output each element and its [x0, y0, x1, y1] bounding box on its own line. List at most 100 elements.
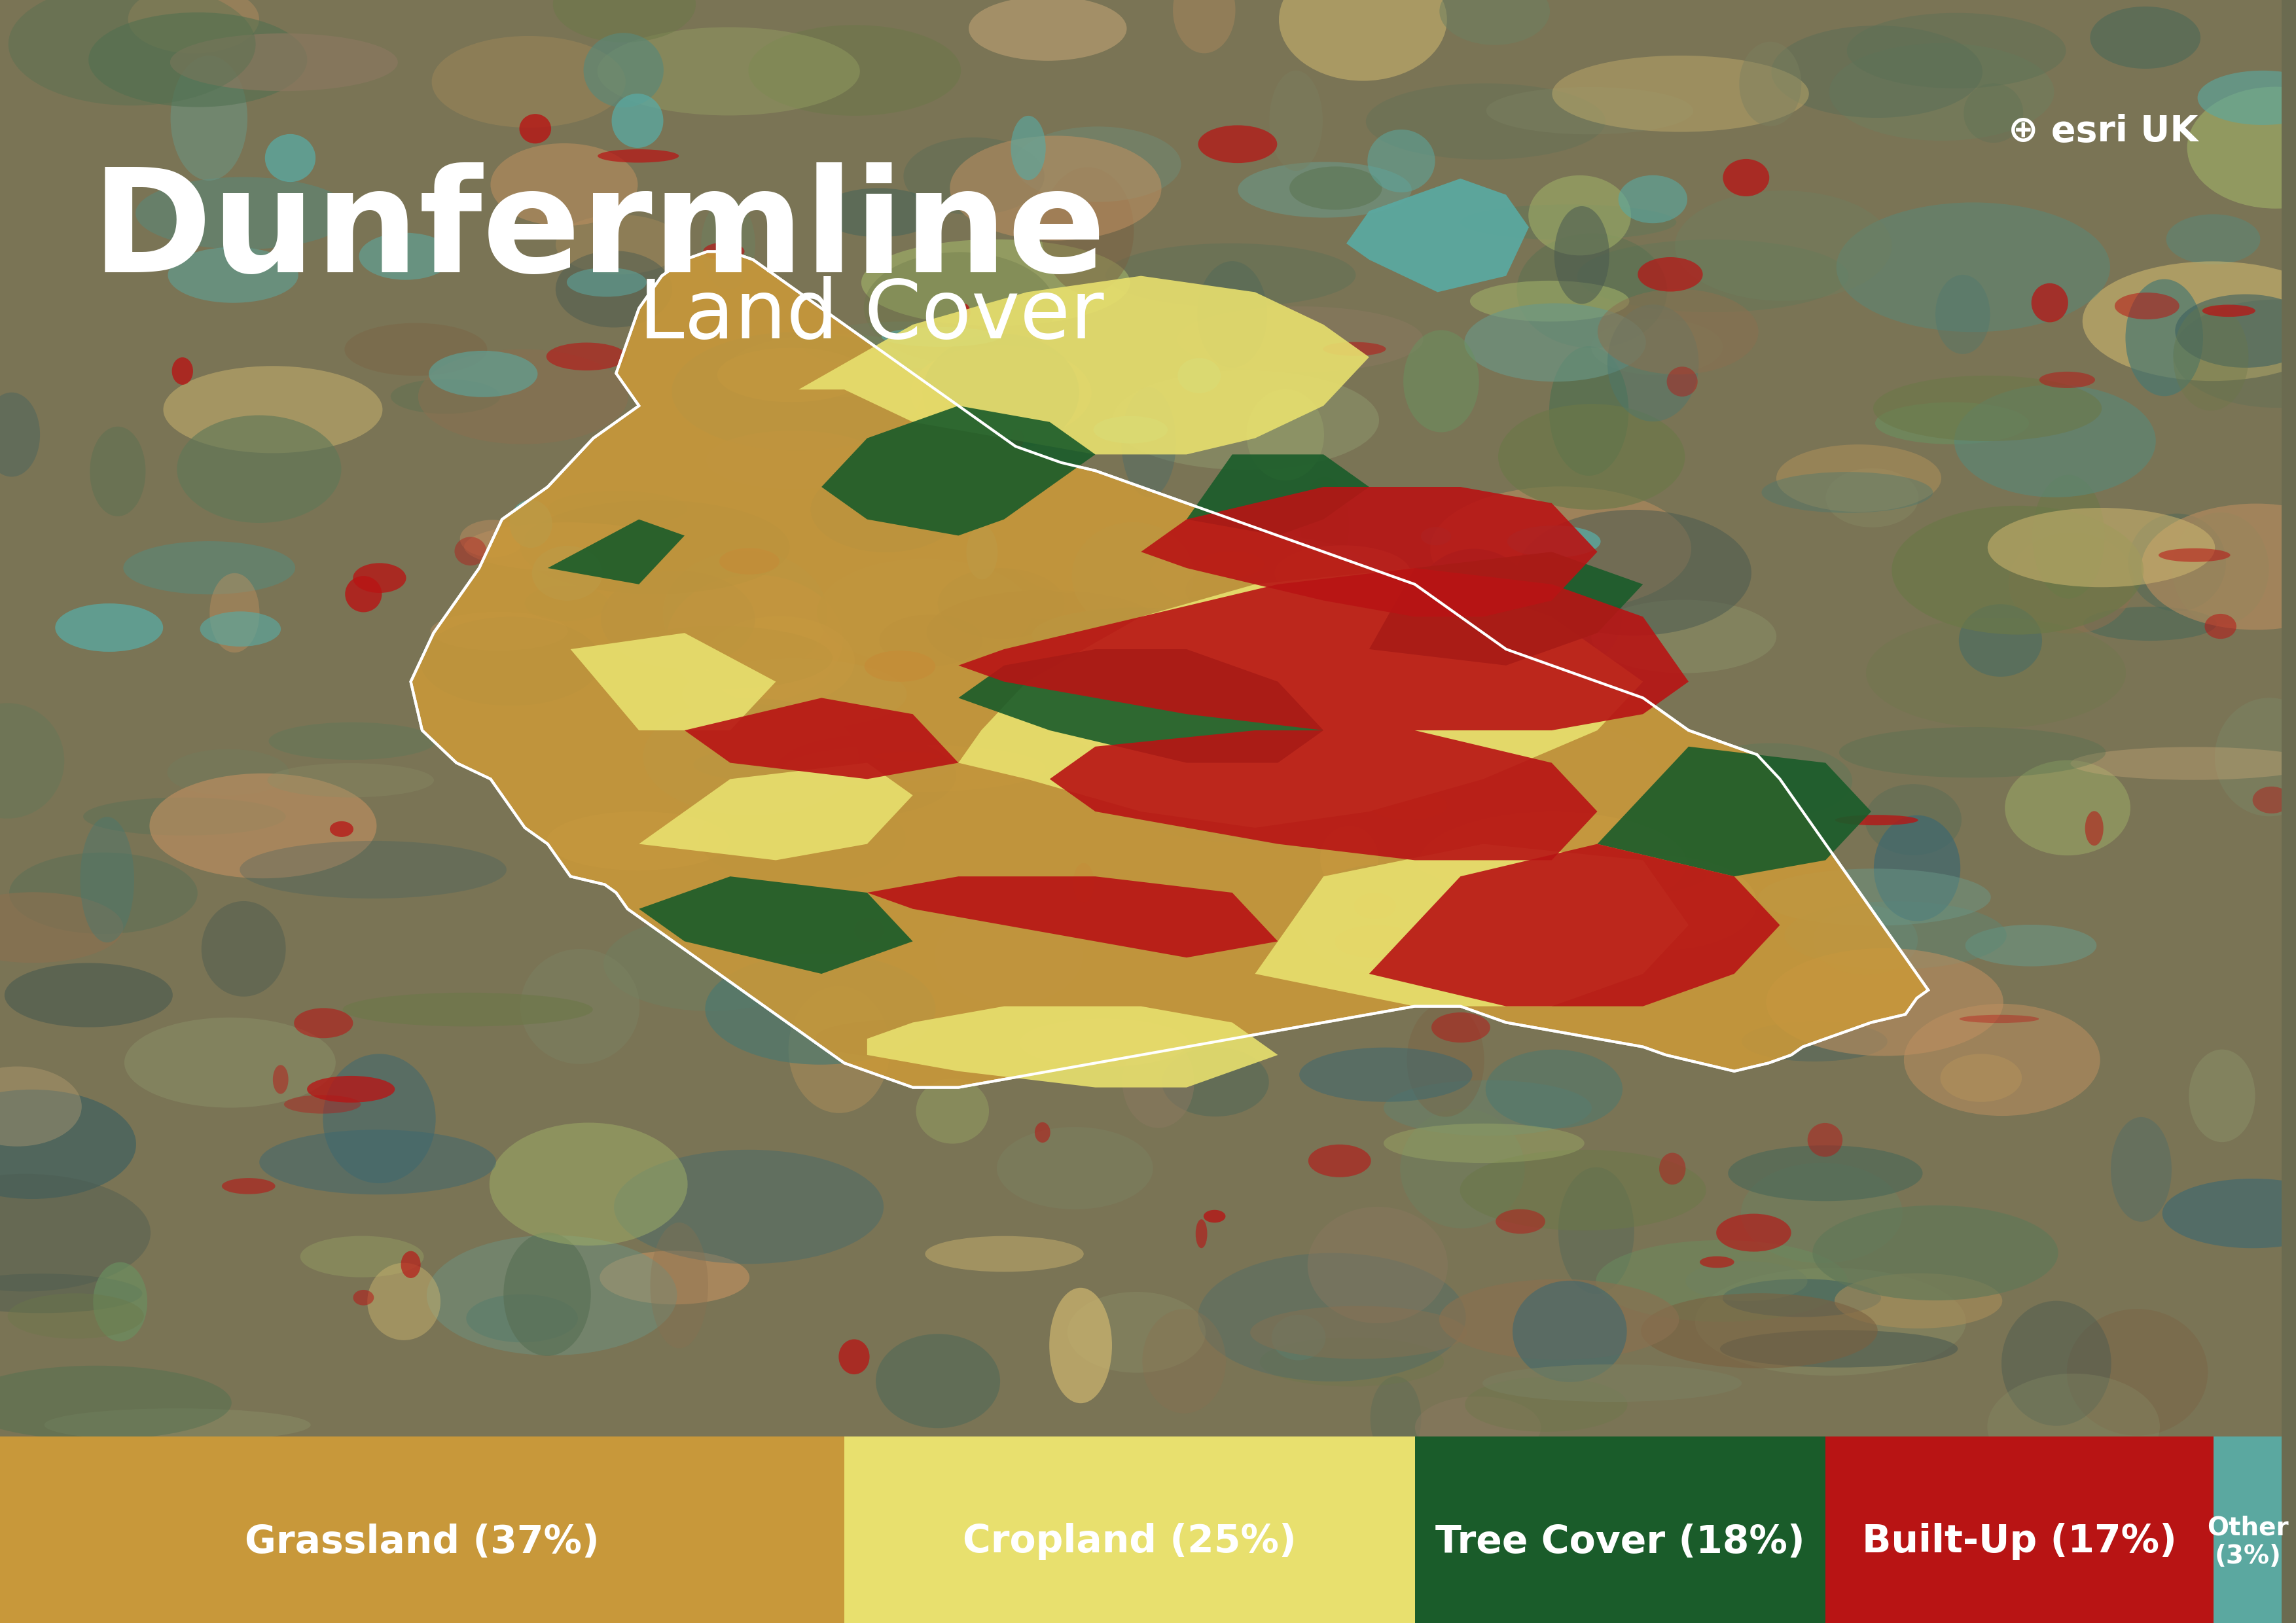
Ellipse shape: [2188, 1050, 2255, 1143]
Ellipse shape: [1699, 1256, 1733, 1268]
Ellipse shape: [1300, 477, 1350, 575]
Ellipse shape: [643, 698, 859, 815]
Ellipse shape: [810, 467, 960, 552]
Ellipse shape: [1120, 386, 1176, 497]
Ellipse shape: [1137, 591, 1382, 662]
Ellipse shape: [1846, 13, 2066, 88]
Ellipse shape: [611, 94, 664, 148]
Ellipse shape: [604, 917, 815, 1011]
Ellipse shape: [1446, 854, 1706, 899]
Ellipse shape: [342, 993, 592, 1026]
Ellipse shape: [2004, 760, 2131, 855]
Ellipse shape: [1740, 1162, 1903, 1263]
Ellipse shape: [1694, 1268, 1965, 1376]
Ellipse shape: [2216, 698, 2296, 816]
Ellipse shape: [1554, 206, 1609, 304]
Polygon shape: [822, 406, 1095, 536]
Ellipse shape: [1830, 44, 2055, 141]
Ellipse shape: [1481, 875, 1508, 898]
Ellipse shape: [1867, 618, 2126, 727]
Ellipse shape: [2165, 214, 2259, 265]
Polygon shape: [638, 763, 914, 860]
Ellipse shape: [1306, 1208, 1449, 1323]
Ellipse shape: [916, 1078, 990, 1144]
Ellipse shape: [1072, 523, 1194, 630]
Ellipse shape: [1807, 1123, 1841, 1157]
Ellipse shape: [1722, 1279, 1880, 1316]
Ellipse shape: [969, 0, 1127, 60]
Ellipse shape: [650, 1222, 707, 1349]
Ellipse shape: [459, 519, 526, 557]
Ellipse shape: [1740, 42, 1802, 127]
Ellipse shape: [1835, 1274, 2002, 1328]
Ellipse shape: [925, 1237, 1084, 1272]
Ellipse shape: [301, 1237, 425, 1277]
Ellipse shape: [1196, 1219, 1208, 1248]
Ellipse shape: [1199, 125, 1277, 162]
Polygon shape: [868, 1006, 1279, 1087]
Ellipse shape: [1958, 604, 2041, 677]
Ellipse shape: [1407, 1003, 1483, 1117]
Ellipse shape: [1003, 479, 1134, 592]
Ellipse shape: [1720, 1329, 1958, 1368]
Ellipse shape: [90, 13, 308, 107]
Ellipse shape: [455, 537, 487, 565]
Ellipse shape: [1660, 1152, 1685, 1185]
Ellipse shape: [698, 794, 905, 885]
Ellipse shape: [2172, 300, 2296, 407]
Ellipse shape: [909, 346, 1091, 441]
Ellipse shape: [996, 1126, 1153, 1209]
Ellipse shape: [817, 558, 1031, 665]
Ellipse shape: [429, 612, 567, 651]
Ellipse shape: [700, 200, 755, 289]
Ellipse shape: [2158, 549, 2229, 562]
Ellipse shape: [925, 591, 1169, 675]
Ellipse shape: [429, 351, 537, 398]
Ellipse shape: [2128, 513, 2225, 612]
Ellipse shape: [1513, 1281, 1628, 1383]
Ellipse shape: [1010, 428, 1024, 448]
Ellipse shape: [682, 659, 907, 730]
Ellipse shape: [0, 703, 64, 818]
Ellipse shape: [1552, 55, 1809, 131]
Ellipse shape: [402, 1251, 420, 1279]
Ellipse shape: [55, 604, 163, 652]
Ellipse shape: [163, 367, 383, 453]
Ellipse shape: [44, 1409, 310, 1441]
Ellipse shape: [2071, 747, 2296, 781]
Ellipse shape: [2174, 305, 2248, 411]
Polygon shape: [1598, 747, 1871, 876]
Ellipse shape: [875, 1334, 1001, 1428]
Ellipse shape: [1015, 127, 1180, 201]
Ellipse shape: [1166, 797, 1219, 839]
Ellipse shape: [934, 907, 1084, 1005]
Ellipse shape: [1205, 594, 1297, 693]
Ellipse shape: [693, 747, 886, 784]
Ellipse shape: [2110, 1117, 2172, 1222]
Ellipse shape: [1499, 404, 1685, 510]
Ellipse shape: [1453, 722, 1662, 842]
Ellipse shape: [390, 380, 501, 414]
Ellipse shape: [172, 357, 193, 385]
Ellipse shape: [1430, 1013, 1490, 1042]
Ellipse shape: [1759, 868, 1991, 925]
Ellipse shape: [932, 618, 1111, 659]
Ellipse shape: [1355, 893, 1396, 919]
Ellipse shape: [879, 615, 983, 665]
Ellipse shape: [583, 32, 664, 107]
Ellipse shape: [2089, 6, 2200, 68]
Ellipse shape: [1761, 472, 1933, 513]
Ellipse shape: [1766, 948, 2004, 1057]
Ellipse shape: [354, 563, 406, 592]
Ellipse shape: [1954, 385, 2156, 497]
Ellipse shape: [1419, 812, 1688, 915]
Ellipse shape: [1814, 906, 1917, 975]
Ellipse shape: [1295, 743, 1332, 771]
Ellipse shape: [863, 252, 1056, 364]
Ellipse shape: [1940, 1053, 2023, 1102]
Ellipse shape: [1835, 815, 1917, 826]
Ellipse shape: [1010, 115, 1045, 180]
Ellipse shape: [0, 1066, 83, 1146]
Ellipse shape: [1019, 1019, 1189, 1066]
Ellipse shape: [1322, 342, 1387, 355]
